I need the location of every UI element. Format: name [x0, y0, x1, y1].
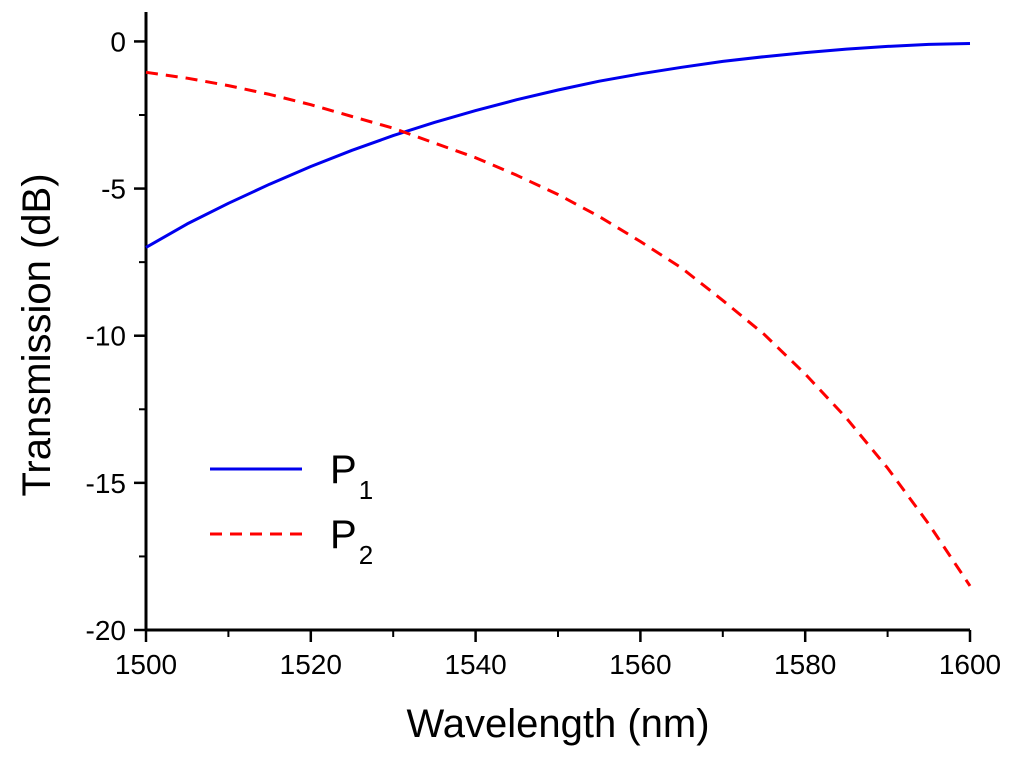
- x-tick-label: 1540: [444, 649, 506, 680]
- plot-area: 1500 1520 1540 1560 1580 1600 0 -5 -10 -15 -20: [86, 12, 1002, 680]
- y-tick-label: -5: [101, 174, 126, 205]
- legend-label-p1: P1: [330, 448, 373, 505]
- series-line-p2: [145, 70, 972, 587]
- y-tick-label: -10: [86, 321, 126, 352]
- x-tick-label: 1560: [609, 649, 671, 680]
- x-tick-label: 1520: [280, 649, 342, 680]
- series-line-p1: [145, 42, 971, 249]
- y-tick-label: -15: [86, 468, 126, 499]
- legend-label-p2: P2: [330, 513, 373, 570]
- x-tick-label: 1500: [115, 649, 177, 680]
- ticks: 1500 1520 1540 1560 1580 1600 0 -5 -10 -15 -20: [86, 26, 1002, 680]
- x-tick-label: 1600: [939, 649, 1001, 680]
- x-tick-label: 1580: [774, 649, 836, 680]
- legend-label-base: P: [330, 513, 357, 557]
- series-group: [145, 42, 972, 587]
- legend-label-base: P: [330, 448, 357, 492]
- y-axis-title: Transmission (dB): [15, 173, 59, 496]
- y-tick-label: 0: [110, 26, 126, 57]
- y-tick-label: -20: [86, 615, 126, 646]
- legend-label-subscript: 2: [359, 540, 373, 570]
- x-axis-title: Wavelength (nm): [406, 702, 709, 746]
- legend-label-subscript: 1: [359, 475, 373, 505]
